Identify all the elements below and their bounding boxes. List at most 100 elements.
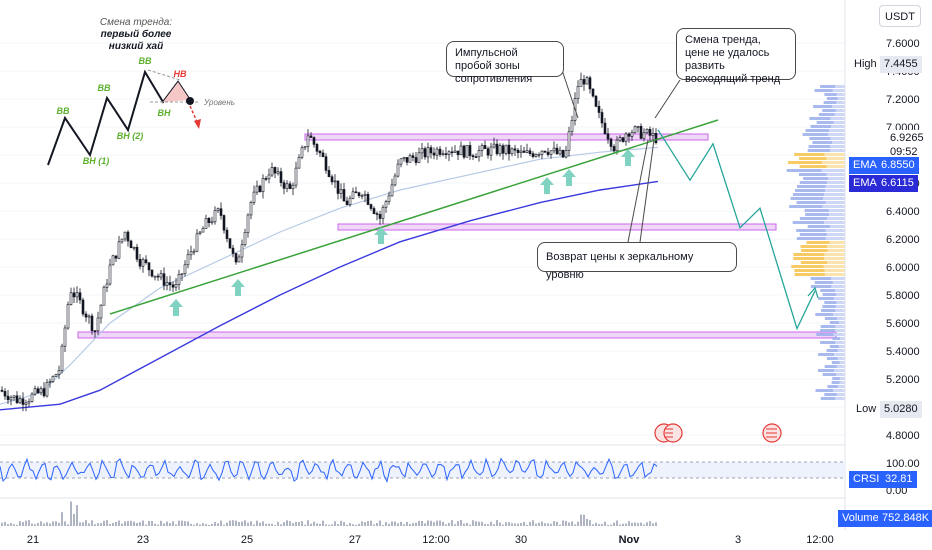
candle-body — [30, 393, 34, 402]
volume-bar — [640, 522, 642, 526]
volume-bar — [340, 520, 342, 526]
volume-bar — [298, 522, 300, 526]
volume-bar — [328, 524, 330, 526]
volume-bar — [67, 524, 69, 526]
profile-bar — [833, 389, 845, 392]
volume-bar — [7, 524, 9, 526]
profile-bar — [818, 353, 835, 356]
profile-bar — [834, 113, 845, 116]
volume-bar — [202, 523, 204, 526]
profile-bar — [804, 209, 829, 212]
mirror-level-zone — [337, 223, 777, 231]
profile-bar — [839, 361, 845, 364]
volume-bar — [346, 524, 348, 526]
volume-bar — [472, 520, 474, 526]
profile-bar — [824, 153, 845, 156]
profile-bar — [788, 161, 823, 164]
price-tick-label: 5.8000 — [886, 290, 920, 302]
inset-bb-3: BB — [139, 56, 152, 66]
candle-body — [312, 137, 316, 145]
volume-bar — [94, 524, 96, 526]
candle-body — [21, 398, 25, 405]
volume-bar — [463, 523, 465, 526]
profile-bar — [834, 297, 845, 300]
volume-bar — [361, 521, 363, 526]
volume-bar — [226, 522, 228, 526]
candle-body — [606, 133, 610, 140]
impulse-annotation: Импульсной пробой зоны сопротивления — [446, 41, 564, 85]
candle-body — [12, 395, 16, 398]
volume-bar — [451, 520, 453, 526]
volume-bar — [556, 521, 558, 526]
volume-bar — [280, 524, 282, 526]
profile-bar — [825, 201, 845, 204]
profile-bar — [824, 193, 845, 196]
candle-body — [0, 389, 4, 392]
volume-label: Volume — [838, 510, 883, 527]
volume-bar — [613, 522, 615, 526]
volume-bar — [325, 524, 327, 526]
profile-bar — [837, 357, 845, 360]
candle-body — [468, 145, 472, 156]
candle-body — [105, 283, 109, 288]
resistance-zone — [304, 133, 709, 141]
inset-title-1: Смена тренда: — [100, 17, 172, 28]
profile-bar — [824, 221, 845, 224]
profile-bar — [835, 109, 845, 112]
time-tick-label: 30 — [515, 534, 527, 546]
profile-bar — [820, 289, 836, 292]
volume-bar — [91, 520, 93, 526]
time-tick-label: 12:00 — [806, 534, 834, 546]
candle-body — [378, 214, 382, 219]
volume-bar — [163, 523, 165, 526]
profile-bar — [810, 125, 832, 128]
crsi-label: CRSI — [849, 471, 884, 488]
candle-body — [174, 284, 178, 288]
profile-bar — [827, 385, 838, 388]
volume-bar — [97, 523, 99, 526]
profile-bar — [831, 125, 845, 128]
profile-bar — [832, 281, 845, 284]
candle-body — [585, 77, 589, 85]
volume-bar — [562, 520, 564, 526]
profile-bar — [799, 165, 827, 168]
candle-body — [132, 246, 136, 249]
profile-bar — [800, 245, 828, 248]
candle-body — [501, 145, 505, 154]
volume-bar — [157, 524, 159, 526]
volume-bar — [574, 524, 576, 526]
event-flags[interactable] — [654, 423, 782, 443]
profile-bar — [836, 373, 845, 376]
candle-body — [630, 132, 634, 137]
candle-body — [303, 146, 307, 149]
volume-bar — [631, 522, 633, 526]
profile-bar — [833, 333, 845, 336]
volume-bar — [79, 522, 81, 526]
currency-selector[interactable]: USDT — [879, 5, 921, 27]
price-tick-label: 6.0000 — [886, 262, 920, 274]
profile-bar — [831, 285, 845, 288]
inset-bh1: BH (1) — [83, 156, 110, 166]
candle-body — [459, 145, 463, 156]
profile-bar — [826, 349, 838, 352]
price-tick-label: 5.6000 — [886, 318, 920, 330]
profile-bar — [793, 253, 825, 256]
volume-bar — [415, 522, 417, 526]
candle-body — [411, 155, 415, 158]
volume-bar — [478, 521, 480, 526]
candle-body — [645, 129, 649, 134]
volume-bar — [547, 523, 549, 526]
volume-bar — [181, 520, 183, 526]
inset-level-label: Уровень — [203, 98, 235, 107]
volume-bar — [595, 522, 597, 526]
profile-bar — [822, 205, 845, 208]
candle-body — [636, 126, 640, 128]
volume-bar — [373, 524, 375, 526]
profile-bar — [792, 221, 825, 224]
candle-body — [474, 156, 478, 158]
profile-bar — [799, 233, 827, 236]
time-tick-label: 3 — [735, 534, 741, 546]
volume-bar — [1, 522, 3, 526]
volume-bar — [358, 523, 360, 526]
candle-body — [495, 143, 499, 155]
